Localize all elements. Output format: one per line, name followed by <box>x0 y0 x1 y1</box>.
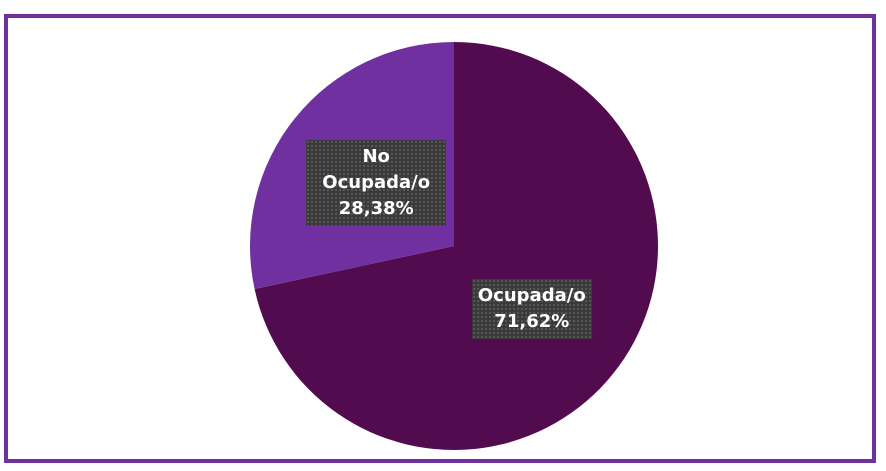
data-label: Ocupada/o 71,62% <box>471 278 592 339</box>
pie-slice <box>254 42 658 450</box>
label-value: 28,38% <box>338 198 414 220</box>
label-value: 71,62% <box>494 310 570 332</box>
label-name: Ocupada/o <box>477 284 586 306</box>
label-name: No Ocupada/o <box>322 146 431 194</box>
data-label: No Ocupada/o 28,38% <box>306 140 447 227</box>
